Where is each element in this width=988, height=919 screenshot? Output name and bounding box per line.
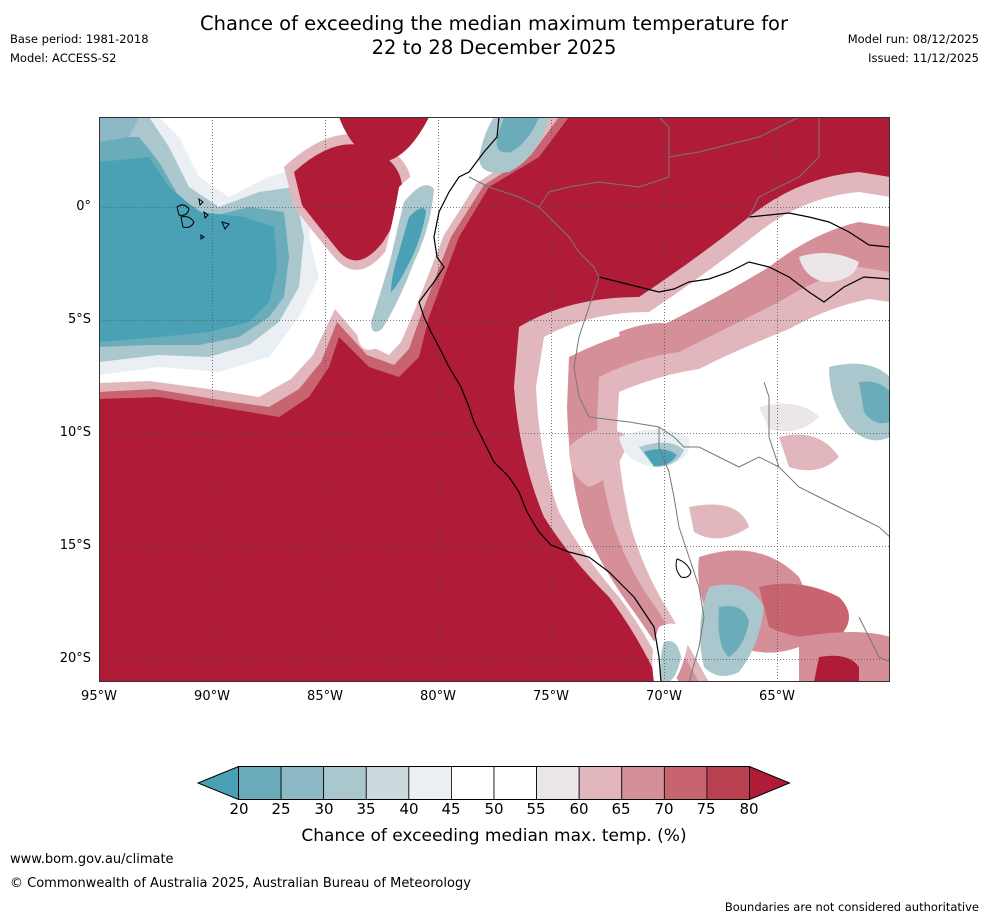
colorbar-title: Chance of exceeding median max. temp. (%…: [301, 826, 687, 846]
colorbar-segment-35: [365, 766, 410, 800]
neutral-patch-1: [759, 403, 819, 432]
chart-title: Chance of exceeding the median maximum t…: [0, 12, 988, 60]
cool-patch-north-core: [496, 117, 539, 153]
warm-patch-south-core: [759, 583, 849, 639]
colorbar-tick-20: 20: [229, 800, 249, 818]
neutral-patch-north: [799, 253, 859, 282]
colorbar-segment-55: [536, 766, 580, 800]
title-line-2: 22 to 28 December 2025: [371, 36, 617, 59]
colorbar-tick-35: 35: [356, 800, 376, 818]
coastline: [418, 117, 662, 682]
disclaimer: Boundaries are not considered authoritat…: [724, 900, 979, 914]
lon-label-65w: 65°W: [759, 689, 795, 704]
warm-strip-north: [339, 117, 429, 162]
colorbar-tick-25: 25: [271, 800, 291, 818]
colorbar-tick-45: 45: [441, 800, 461, 818]
lon-label-80w: 80°W: [420, 689, 456, 704]
lon-label-70w: 70°W: [646, 689, 682, 704]
coastal-cool-streak-core: [391, 208, 426, 292]
colorbar-extend-high: [749, 766, 791, 800]
cool-patch-south: [660, 641, 681, 682]
lon-label-75w: 75°W: [533, 689, 569, 704]
colorbar-tick-55: 55: [526, 800, 546, 818]
colorbar-tick-60: 60: [569, 800, 589, 818]
warm-blob-north-core: [294, 144, 403, 261]
colorbar-segment-65: [621, 766, 665, 800]
base-period: Base period: 1981-2018: [10, 32, 149, 46]
cool-patch-east-core: [859, 381, 890, 424]
colorbar-tick-40: 40: [399, 800, 419, 818]
colorbar: [196, 766, 791, 800]
colorbar-segment-75: [706, 766, 750, 800]
lon-label-95w: 95°W: [81, 689, 117, 704]
model-name: Model: ACCESS-S2: [10, 51, 117, 65]
colorbar-segment-70: [663, 766, 708, 800]
warm-patch-2: [569, 429, 629, 487]
cool-patch-altiplano-core: [718, 606, 749, 657]
colorbar-tick-75: 75: [696, 800, 716, 818]
lat-label-20s: 20°S: [59, 651, 91, 666]
river-north: [748, 212, 890, 248]
cool-patch-inland-core: [644, 449, 677, 467]
warm-patch-4: [779, 434, 839, 471]
colorbar-tick-80: 80: [739, 800, 759, 818]
map-frame: [99, 117, 890, 682]
title-line-1: Chance of exceeding the median maximum t…: [199, 12, 789, 35]
colorbar-segment-30: [323, 766, 367, 800]
colorbar-ticks: 20 25 30 35 40 45 50 55 60 65 70 75 80: [0, 800, 988, 822]
lat-label-5s: 5°S: [67, 312, 91, 327]
lake-titicaca: [675, 558, 692, 578]
model-run: Model run: 08/12/2025: [847, 32, 979, 46]
colorbar-segment-45: [451, 766, 495, 800]
lon-label-90w: 90°W: [194, 689, 230, 704]
colorbar-tick-30: 30: [314, 800, 334, 818]
warm-patch-3: [689, 504, 749, 539]
lat-label-15s: 15°S: [59, 538, 91, 553]
colorbar-segment-25: [280, 766, 325, 800]
inland-neutral-region: [514, 172, 890, 682]
colorbar-frame: [238, 766, 750, 800]
colorbar-segment-40: [408, 766, 452, 800]
graticule: [99, 117, 890, 682]
issued-date: Issued: 11/12/2025: [868, 51, 979, 65]
warm-patch-1: [619, 323, 679, 349]
warm-patch-se-core: [814, 655, 859, 682]
lon-label-85w: 85°W: [307, 689, 343, 704]
probability-map: [99, 117, 890, 682]
colorbar-extend-low: [196, 766, 239, 800]
website-link[interactable]: www.bom.gov.au/climate: [10, 852, 174, 867]
lat-label-0: 0°: [76, 199, 91, 214]
lat-label-10s: 10°S: [59, 425, 91, 440]
colorbar-tick-65: 65: [611, 800, 631, 818]
galapagos-islands: [176, 197, 230, 240]
colorbar-tick-70: 70: [654, 800, 674, 818]
colorbar-segment-50: [493, 766, 537, 800]
copyright: © Commonwealth of Australia 2025, Austra…: [10, 876, 471, 891]
colorbar-segment-20: [238, 766, 282, 800]
amazon-river: [598, 261, 890, 303]
colorbar-tick-50: 50: [484, 800, 504, 818]
country-borders: [468, 117, 890, 682]
colorbar-segment-60: [578, 766, 623, 800]
